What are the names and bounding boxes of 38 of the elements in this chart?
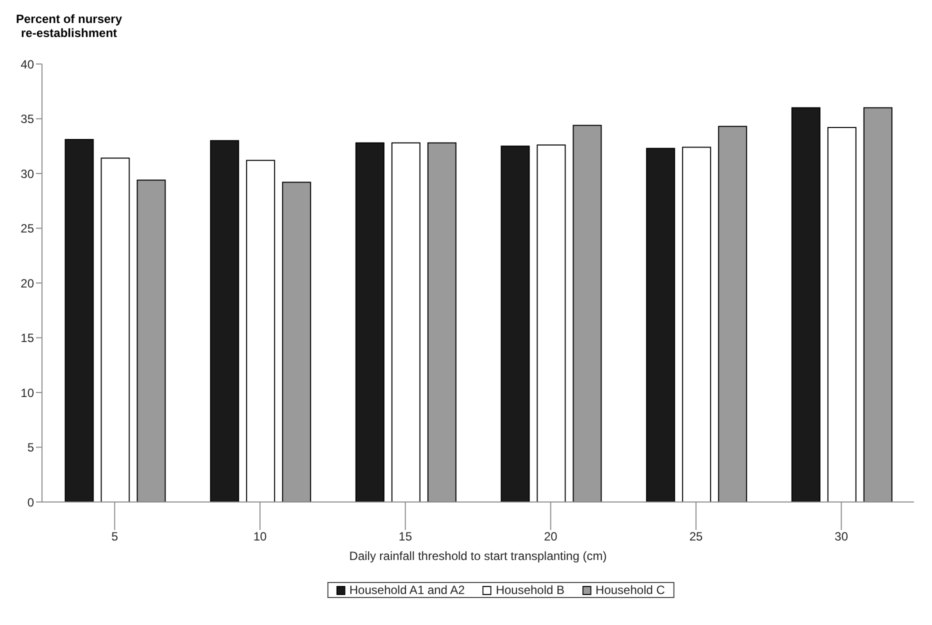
y-tick-label: 20 [20, 276, 34, 290]
bar [863, 107, 892, 502]
bar [536, 144, 566, 502]
y-tick-label: 0 [27, 495, 34, 510]
bar [500, 146, 530, 502]
legend-label: Household A1 and A2 [348, 583, 465, 597]
bar [718, 126, 748, 502]
y-tick-label: 5 [27, 440, 34, 455]
y-tick-label: 25 [20, 222, 34, 236]
bar [355, 142, 384, 502]
bar [282, 182, 312, 502]
bar [64, 139, 94, 502]
x-tick-label: 25 [689, 530, 703, 544]
bar [391, 142, 420, 502]
y-tick-label: 30 [20, 166, 34, 181]
y-tick-label: 35 [20, 112, 34, 126]
y-tick-label: 15 [20, 331, 34, 346]
legend-label: Household C [594, 583, 665, 597]
bar [827, 127, 856, 502]
bar [427, 142, 456, 502]
bar [100, 158, 130, 502]
bar [246, 160, 276, 502]
x-tick-label: 20 [544, 530, 558, 544]
bar [136, 180, 166, 502]
x-axis-title: Daily rainfall threshold to start transplanting (cm) [349, 549, 607, 563]
x-tick-label: 5 [111, 530, 118, 544]
y-tick-label: 10 [20, 386, 34, 400]
bar [572, 124, 602, 502]
y-tick-label: 40 [20, 57, 34, 72]
legend-label: Household B [494, 583, 565, 597]
y-axis-title: Percent of nursery re-establishment [14, 12, 124, 40]
bar [682, 146, 712, 502]
bar [646, 148, 676, 502]
x-tick-label: 30 [834, 530, 848, 544]
x-tick-label: 10 [253, 530, 267, 544]
bar [791, 107, 820, 502]
bar [210, 140, 240, 502]
x-tick-label: 15 [398, 530, 412, 544]
